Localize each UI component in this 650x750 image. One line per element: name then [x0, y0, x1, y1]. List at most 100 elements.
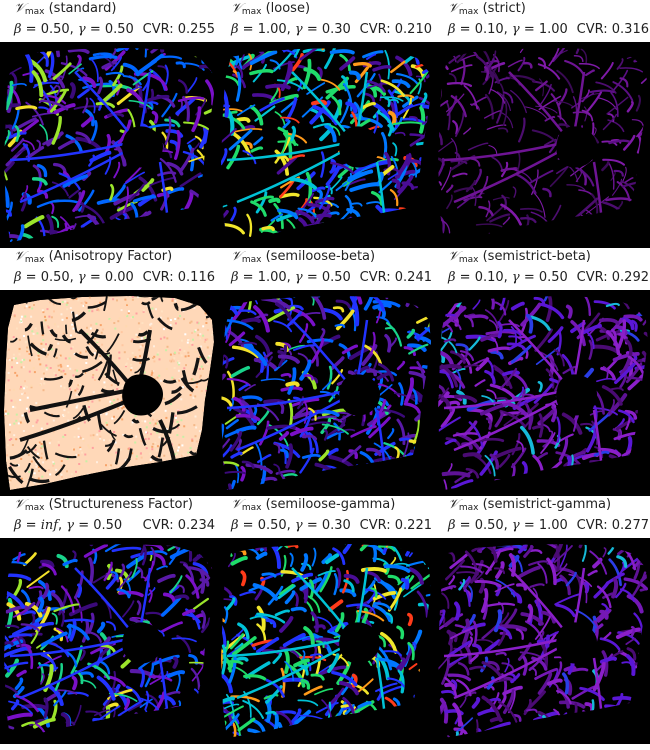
measure-subscript: max: [458, 255, 479, 265]
gamma-value: 0.50: [93, 518, 123, 533]
panel-params: β = 0.50, γ = 0.00: [14, 270, 134, 285]
gamma-symbol: γ: [294, 22, 303, 37]
panel-name: (semistrict-beta): [482, 249, 591, 264]
vesselness-image: [434, 42, 650, 248]
panel-title: 𝒱max (strict): [448, 1, 526, 17]
beta-value: 0.50: [257, 518, 287, 533]
measure-symbol: 𝒱: [14, 249, 25, 264]
panel-title: 𝒱max (semistrict-gamma): [448, 497, 611, 513]
equals-sign: =: [302, 22, 322, 37]
panel-params: β = 0.10, γ = 1.00: [448, 22, 568, 37]
gamma-symbol: γ: [511, 22, 520, 37]
cvr-value: CVR: 0.116: [142, 270, 215, 285]
gamma-value: 0.00: [104, 270, 134, 285]
equals-sign: =: [519, 270, 539, 285]
panel-standard: 𝒱max (standard) β = 0.50, γ = 0.50 CVR: …: [0, 0, 217, 248]
beta-symbol: β: [448, 270, 456, 285]
panel-name: (semistrict-gamma): [482, 497, 612, 512]
panel-name: (standard): [48, 1, 117, 16]
param-separator: ,: [503, 270, 512, 285]
cvr-value: CVR: 0.241: [359, 270, 432, 285]
panel-caption: 𝒱max (semiloose-beta) β = 1.00, γ = 0.50…: [217, 248, 434, 290]
beta-symbol: β: [448, 518, 456, 533]
panel-semiloose-gamma: 𝒱max (semiloose-gamma) β = 0.50, γ = 0.3…: [217, 496, 434, 744]
beta-symbol: β: [231, 22, 239, 37]
gamma-value: 0.50: [321, 270, 351, 285]
panel-params: β = 0.50, γ = 1.00: [448, 518, 568, 533]
panel-caption: 𝒱max (strict) β = 0.10, γ = 1.00 CVR: 0.…: [434, 0, 650, 42]
gamma-value: 0.50: [104, 22, 134, 37]
param-separator: ,: [69, 270, 78, 285]
panel-semistrict-gamma: 𝒱max (semistrict-gamma) β = 0.50, γ = 1.…: [434, 496, 650, 744]
param-separator: ,: [286, 22, 295, 37]
measure-subscript: max: [241, 7, 262, 17]
measure-symbol: 𝒱: [14, 1, 25, 16]
measure-symbol: 𝒱: [231, 1, 242, 16]
vesselness-image: [217, 538, 434, 744]
beta-symbol: β: [231, 518, 239, 533]
vessel-map: [221, 544, 431, 738]
panel-anisotropy-factor: 𝒱max (Anisotropy Factor) β = 0.50, γ = 0…: [0, 248, 217, 496]
panel-params: β = inf, γ = 0.50: [14, 518, 122, 533]
panel-params: β = 0.50, γ = 0.50: [14, 22, 134, 37]
beta-value: 1.00: [257, 270, 287, 285]
cvr-value: CVR: 0.292: [576, 270, 649, 285]
cvr-value: CVR: 0.255: [142, 22, 215, 37]
beta-value: 0.10: [474, 270, 504, 285]
measure-subscript: max: [24, 7, 45, 17]
equals-sign: =: [21, 518, 41, 533]
beta-value: 1.00: [257, 22, 287, 37]
cvr-value: CVR: 0.221: [359, 518, 432, 533]
beta-symbol: β: [14, 518, 22, 533]
panel-title: 𝒱max (loose): [231, 1, 310, 17]
measure-subscript: max: [24, 255, 45, 265]
param-separator: ,: [286, 270, 295, 285]
beta-value: 0.10: [474, 22, 504, 37]
equals-sign: =: [21, 270, 41, 285]
panel-strict: 𝒱max (strict) β = 0.10, γ = 1.00 CVR: 0.…: [434, 0, 650, 248]
measure-symbol: 𝒱: [14, 497, 25, 512]
gamma-symbol: γ: [66, 518, 75, 533]
gamma-symbol: γ: [511, 270, 520, 285]
vessel-map: [438, 48, 648, 242]
panel-name: (semiloose-beta): [265, 249, 376, 264]
panel-caption: 𝒱max (semiloose-gamma) β = 0.50, γ = 0.3…: [217, 496, 434, 538]
vessel-map: [438, 544, 648, 738]
param-separator: ,: [503, 518, 512, 533]
vesselness-image: [434, 290, 650, 496]
equals-sign: =: [74, 518, 94, 533]
equals-sign: =: [455, 22, 475, 37]
panel-caption: 𝒱max (standard) β = 0.50, γ = 0.50 CVR: …: [0, 0, 217, 42]
panel-caption: 𝒱max (loose) β = 1.00, γ = 0.30 CVR: 0.2…: [217, 0, 434, 42]
equals-sign: =: [302, 270, 322, 285]
vesselness-image: [217, 290, 434, 496]
equals-sign: =: [238, 270, 258, 285]
panel-semiloose-beta: 𝒱max (semiloose-beta) β = 1.00, γ = 0.50…: [217, 248, 434, 496]
measure-subscript: max: [458, 7, 479, 17]
vessel-map: [4, 544, 214, 738]
measure-subscript: max: [24, 503, 45, 513]
param-separator: ,: [58, 518, 67, 533]
gamma-symbol: γ: [77, 22, 86, 37]
vesselness-image: [0, 290, 217, 496]
equals-sign: =: [85, 22, 105, 37]
cvr-value: CVR: 0.234: [142, 518, 215, 533]
param-separator: ,: [69, 22, 78, 37]
panel-params: β = 1.00, γ = 0.50: [231, 270, 351, 285]
gamma-value: 0.50: [538, 270, 568, 285]
cvr-value: CVR: 0.277: [576, 518, 649, 533]
vesselness-image: [0, 42, 217, 248]
beta-symbol: β: [14, 270, 22, 285]
panel-title: 𝒱max (semiloose-gamma): [231, 497, 395, 513]
gamma-value: 1.00: [538, 22, 568, 37]
gamma-value: 0.30: [321, 22, 351, 37]
panel-name: (Anisotropy Factor): [48, 249, 173, 264]
panel-title: 𝒱max (Structureness Factor): [14, 497, 193, 513]
panel-caption: 𝒱max (Structureness Factor) β = inf, γ =…: [0, 496, 217, 538]
panel-params: β = 1.00, γ = 0.30: [231, 22, 351, 37]
panel-params: β = 0.10, γ = 0.50: [448, 270, 568, 285]
panel-title: 𝒱max (standard): [14, 1, 116, 17]
equals-sign: =: [238, 518, 258, 533]
equals-sign: =: [519, 22, 539, 37]
vesselness-image: [0, 538, 217, 744]
